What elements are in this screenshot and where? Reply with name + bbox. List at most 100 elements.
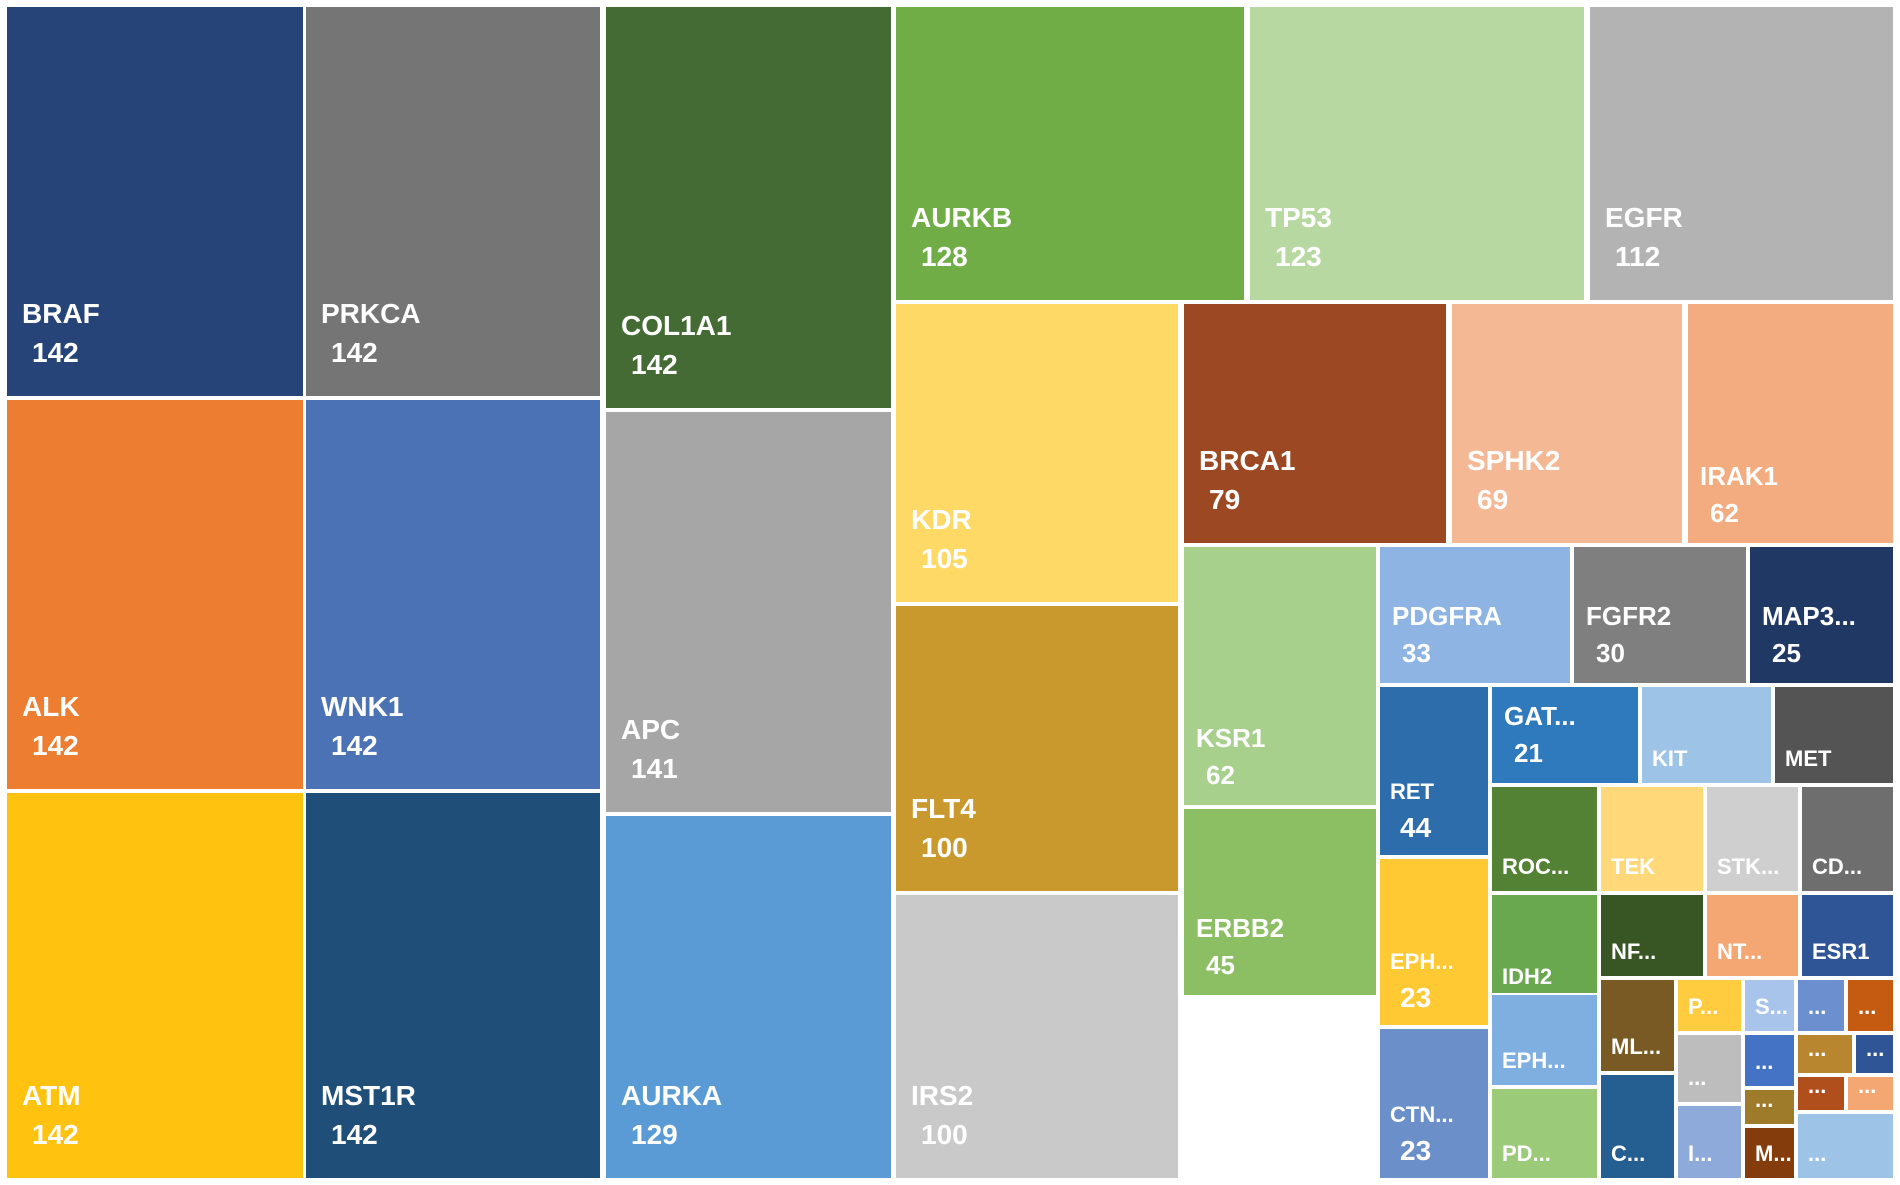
treemap-cell: MAP3... 25 [1748,545,1895,685]
cell-name: RET [1390,779,1434,805]
cell-name: PDGFRA [1392,601,1502,632]
cell-name: BRAF [22,297,100,329]
cell-label: BRCA1 79 [1199,441,1295,519]
cell-name: ... [1755,1049,1774,1075]
cell-name: APC [621,713,681,745]
cell-name: STK... [1717,854,1780,880]
cell-value: 62 [1710,497,1739,528]
cell-label: NT... [1717,937,1762,968]
cell-name: ... [1808,1036,1827,1062]
cell-label: ... [1866,1035,1885,1065]
cell-label: ... [1755,1047,1773,1078]
treemap-cell: CTN... 23 [1378,1027,1490,1180]
treemap-cell: AURKA 129 [604,814,893,1180]
cell-value: 33 [1402,637,1431,668]
cell-label: RET 44 [1390,777,1434,847]
cell-label: EGFR 112 [1605,198,1683,276]
cell-name: EPH... [1390,949,1454,975]
cell-value: 44 [1400,811,1432,843]
cell-label: WNK1 142 [321,687,403,765]
cell-name: SPHK2 [1467,444,1561,476]
cell-name: IDH2 [1502,964,1553,990]
cell-name: AURKA [621,1079,723,1111]
cell-label: MAP3... 25 [1762,598,1856,671]
cell-name: ATM [22,1079,81,1111]
cell-label: ALK 142 [22,687,80,765]
treemap-cell: EPH... 23 [1378,857,1490,1027]
treemap-cell: ATM 142 [5,791,305,1180]
cell-value: 105 [921,542,968,574]
cell-name: IRAK1 [1700,461,1779,492]
cell-name: COL1A1 [621,309,732,341]
cell-label: IDH2 [1502,962,1552,993]
cell-label: TP53 123 [1265,198,1332,276]
cell-name: EPH... [1502,1048,1566,1074]
cell-name: ALK [22,690,80,722]
treemap-cell: TP53 123 [1248,5,1586,302]
cell-name: WNK1 [321,690,404,722]
cell-value: 79 [1209,483,1241,515]
cell-name: M... [1755,1141,1792,1167]
treemap-cell: ... [1796,1112,1895,1180]
cell-label: BRAF 142 [22,294,100,372]
cell-label: CTN... 23 [1390,1100,1454,1170]
cell-label: ROC... [1502,852,1569,883]
cell-name: GAT... [1504,701,1576,732]
treemap-cell: S... [1743,978,1796,1033]
treemap-cell: CD... [1800,785,1895,893]
cell-label: KDR 105 [911,500,972,578]
cell-label: ... [1858,1077,1876,1102]
cell-name: NT... [1717,939,1763,965]
treemap-cell: ... [1743,1088,1796,1126]
cell-name: MST1R [321,1079,416,1111]
cell-label: MST1R 142 [321,1076,416,1154]
treemap-cell: STK... [1705,785,1800,893]
cell-value: 45 [1206,949,1235,980]
cell-label: KIT [1652,744,1687,775]
treemap-cell: ... [1846,978,1895,1033]
cell-name: ... [1808,994,1827,1020]
treemap-cell: P... [1676,978,1743,1033]
cell-label: ATM 142 [22,1076,81,1154]
treemap-cell: GAT... 21 [1490,685,1640,785]
treemap-cell: COL1A1 142 [604,5,893,410]
treemap-cell: RET 44 [1378,685,1490,857]
cell-label: TEK [1611,852,1655,883]
cell-value: 142 [331,729,378,761]
cell-label: PD... [1502,1139,1551,1170]
cell-name: ... [1808,1141,1827,1167]
treemap-cell: WNK1 142 [304,398,602,791]
cell-name: TEK [1611,854,1655,880]
treemap-cell: M... [1743,1126,1796,1180]
cell-name: I... [1688,1141,1713,1167]
cell-value: 142 [32,729,79,761]
cell-name: ... [1866,1036,1885,1062]
cell-label: KSR1 62 [1196,720,1265,793]
cell-name: ESR1 [1812,939,1870,965]
cell-label: FLT4 100 [911,789,976,867]
cell-label: ... [1858,992,1876,1023]
treemap-cell: TEK [1599,785,1705,893]
cell-label: M... [1755,1139,1792,1170]
cell-label: S... [1755,992,1788,1023]
cell-label: COL1A1 142 [621,306,731,384]
treemap-cell: KSR1 62 [1182,545,1378,807]
cell-name: KIT [1652,746,1688,772]
treemap-cell: IDH2 [1490,893,1599,1003]
cell-label: IRAK1 62 [1700,458,1778,531]
cell-name: ML... [1611,1034,1662,1060]
treemap-cell: NF... [1599,893,1705,978]
cell-label: EPH... [1502,1046,1566,1077]
treemap-cell: I... [1676,1104,1743,1180]
cell-label: APC 141 [621,710,680,788]
cell-name: CD... [1812,854,1863,880]
cell-name: EGFR [1605,201,1683,233]
cell-label: ESR1 [1812,937,1869,968]
treemap-cell: C... [1599,1073,1676,1180]
cell-label: ... [1808,1077,1826,1102]
treemap-cell: ERBB2 45 [1182,807,1378,997]
cell-name: ... [1755,1088,1774,1113]
cell-label: AURKA 129 [621,1076,722,1154]
cell-name: FLT4 [911,792,976,824]
treemap-cell: AURKB 128 [894,5,1246,302]
